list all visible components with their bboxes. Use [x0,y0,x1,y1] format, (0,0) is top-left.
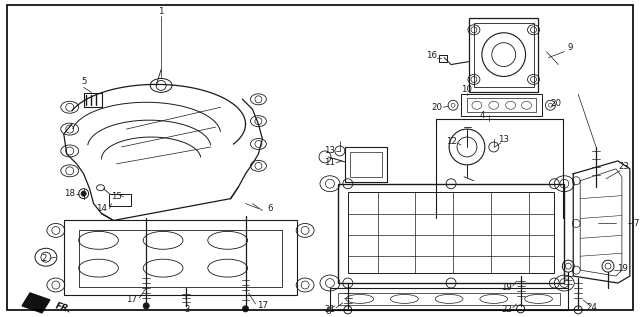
Bar [348,192,554,273]
Circle shape [81,191,86,196]
Polygon shape [22,293,50,313]
Text: 16: 16 [426,51,436,60]
Bar [338,184,564,283]
Bar [461,94,543,116]
Bar [474,23,534,87]
Text: 24: 24 [587,303,598,312]
Text: 20: 20 [432,103,443,112]
Bar [467,98,536,112]
Bar [338,293,561,305]
Text: 14: 14 [96,204,107,213]
Text: 6: 6 [268,204,273,213]
Text: 11: 11 [324,158,335,167]
Bar [350,152,381,177]
Text: 17: 17 [257,301,268,310]
Circle shape [143,303,149,309]
Text: 8: 8 [325,307,331,316]
Bar [345,147,387,182]
Text: 1: 1 [158,7,164,16]
Text: 19: 19 [501,283,512,293]
Circle shape [243,306,248,312]
Text: 23: 23 [618,162,629,171]
Text: 7: 7 [633,219,639,228]
Text: 9: 9 [568,43,573,52]
Text: 13: 13 [324,146,335,155]
Text: 15: 15 [111,192,122,201]
Bar [109,194,131,205]
Text: 22: 22 [501,305,512,314]
Text: 3: 3 [184,305,189,314]
Text: 13: 13 [498,134,509,144]
Bar [64,220,297,295]
Text: 18: 18 [64,189,76,198]
Bar [79,230,282,287]
Text: 12: 12 [445,137,456,146]
Text: FR.: FR. [54,301,72,315]
Text: 19: 19 [618,264,628,273]
Text: 4: 4 [479,111,484,120]
Text: 17: 17 [126,295,137,304]
Text: 10: 10 [461,85,472,94]
Text: 5: 5 [81,77,86,86]
Bar [469,18,538,92]
Text: 2: 2 [41,254,47,263]
Text: 21: 21 [324,305,335,314]
Bar [330,288,568,310]
Text: 20: 20 [551,99,562,108]
